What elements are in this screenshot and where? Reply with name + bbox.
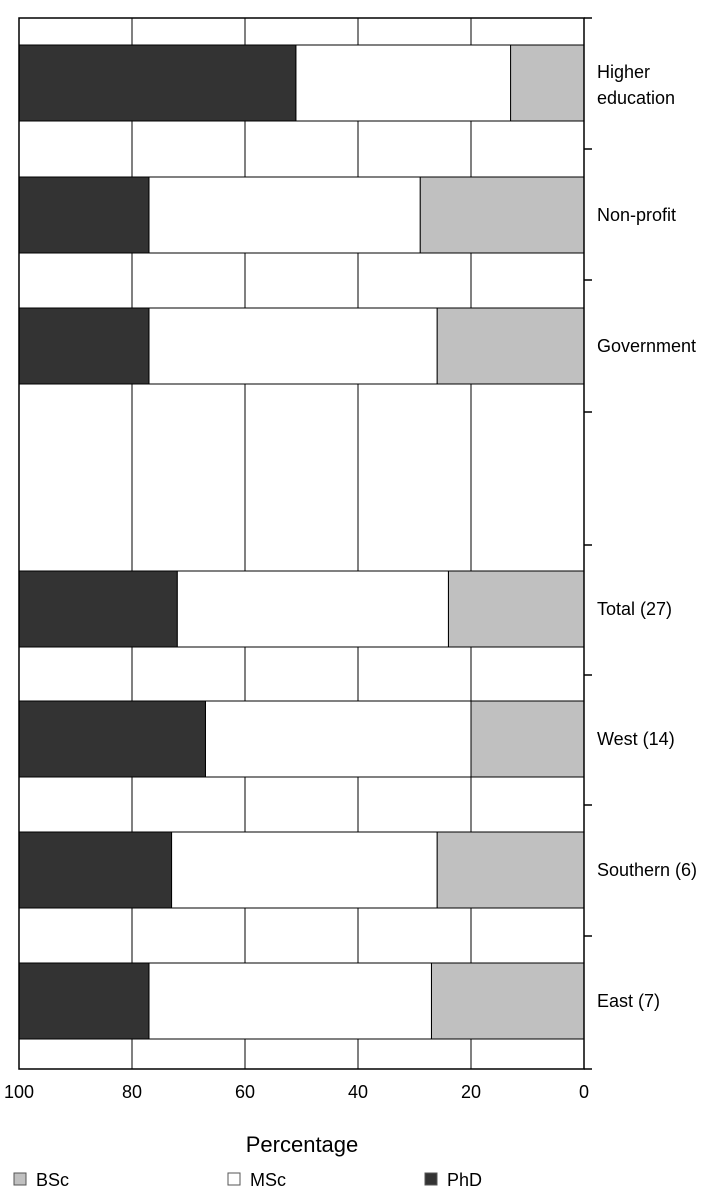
- bar-msc-5: [204, 700, 472, 778]
- bar-msc-4: [176, 570, 449, 648]
- legend: BSc MSc PhD: [13, 1170, 482, 1190]
- bar-phd-7: [18, 962, 150, 1040]
- bar-bsc-2: [436, 307, 585, 385]
- bar-phd-5: [18, 700, 206, 778]
- x-tick-label-20: 20: [461, 1082, 481, 1102]
- x-tick-labels: 100 80 60 40 20 0: [4, 1082, 589, 1102]
- legend-label-bsc: BSc: [36, 1170, 69, 1190]
- bar-phd-2: [18, 307, 150, 385]
- bar-phd-1: [18, 176, 150, 254]
- x-tick-label-40: 40: [348, 1082, 368, 1102]
- category-label-1: Non-profit: [597, 205, 676, 225]
- x-axis-title: Percentage: [246, 1132, 359, 1157]
- category-label-4: Total (27): [597, 599, 672, 619]
- bar-msc-2: [148, 307, 438, 385]
- category-label-7: East (7): [597, 991, 660, 1011]
- bar-msc-1: [148, 176, 421, 254]
- category-label-0: Higher education: [597, 62, 675, 108]
- x-tick-label-100: 100: [4, 1082, 34, 1102]
- legend-label-msc: MSc: [250, 1170, 286, 1190]
- plot-frame: [18, 17, 585, 1070]
- category-label-5: West (14): [597, 729, 675, 749]
- bar-bsc-7: [430, 962, 585, 1040]
- legend-label-phd: PhD: [447, 1170, 482, 1190]
- category-labels: Higher education Non-profit Government Total…: [597, 62, 697, 1011]
- bar-msc-7: [148, 962, 432, 1040]
- category-label-2: Government: [597, 336, 696, 356]
- category-label-6: Southern (6): [597, 860, 697, 880]
- bar-msc-6: [171, 831, 438, 909]
- bar-bsc-0: [510, 44, 585, 122]
- bar-phd-0: [18, 44, 297, 122]
- x-tick-label-0: 0: [579, 1082, 589, 1102]
- axis-layer: [18, 17, 592, 1070]
- bar-bsc-6: [436, 831, 585, 909]
- bar-phd-6: [18, 831, 173, 909]
- legend-swatch-phd: [424, 1172, 438, 1186]
- bar-bsc-1: [419, 176, 585, 254]
- legend-swatch-bsc: [13, 1172, 27, 1186]
- legend-swatch-msc: [227, 1172, 241, 1186]
- bar-bsc-4: [447, 570, 585, 648]
- x-tick-label-60: 60: [235, 1082, 255, 1102]
- bar-bsc-5: [470, 700, 585, 778]
- bar-phd-4: [18, 570, 178, 648]
- grid-layer: [131, 18, 472, 1069]
- bars-layer: [18, 44, 585, 1040]
- x-tick-label-80: 80: [122, 1082, 142, 1102]
- bar-msc-0: [295, 44, 512, 122]
